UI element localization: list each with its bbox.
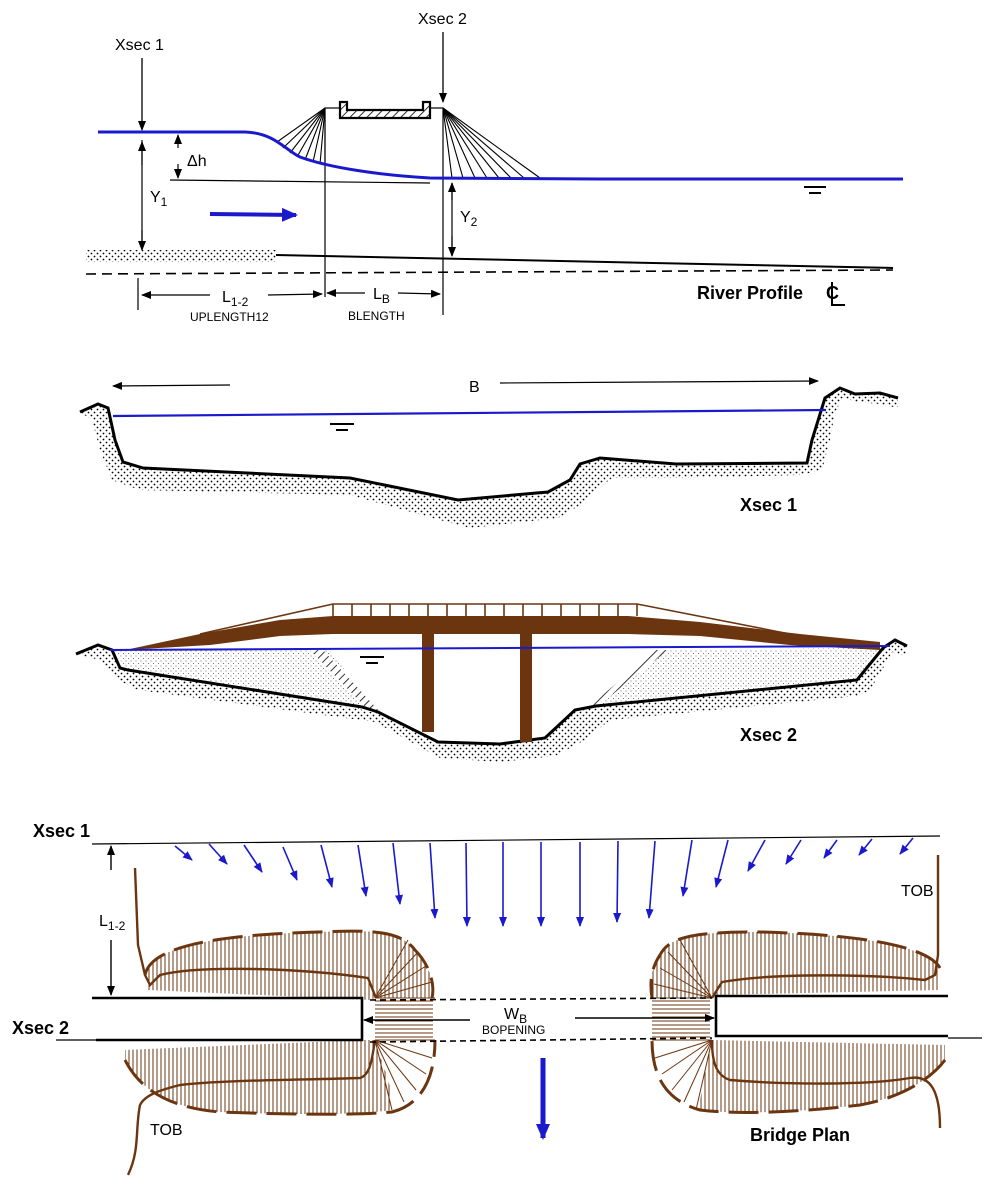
b-arrow-right — [499, 377, 819, 386]
bridge-deck — [125, 616, 880, 650]
plan-xsec1-line — [91, 835, 941, 845]
b-arrow-left — [112, 381, 231, 390]
bridge-opening-top — [369, 997, 713, 1001]
lb-label: LB — [373, 286, 390, 306]
right-pier — [520, 632, 532, 742]
xsec1-water-line — [112, 408, 827, 418]
left-pier — [422, 632, 434, 732]
y1-label: Y1 — [150, 189, 168, 209]
flow-direction-arrow — [209, 207, 298, 222]
water-surface-profile — [98, 130, 903, 181]
xsec2-title: Xsec 2 — [740, 725, 797, 745]
plan-xsec1-label: Xsec 1 — [33, 821, 90, 841]
l12-label: L1-2 — [222, 289, 249, 309]
wb-label: WB — [504, 1006, 527, 1026]
xsec1-soil — [80, 388, 898, 528]
channel-bed-line — [275, 254, 894, 269]
bopening-label: BOPENING — [482, 1023, 545, 1037]
tob-left-label: TOB — [150, 1122, 183, 1139]
left-abutment-slope — [310, 650, 380, 712]
dh-label: Δh — [187, 153, 207, 170]
bridge-plan-title: Bridge Plan — [750, 1125, 850, 1145]
xsec1-title: Xsec 1 — [740, 495, 797, 515]
flow-vectors — [174, 837, 914, 927]
uplength-label: UPLENGTH12 — [190, 310, 269, 324]
xsec1-water-symbol — [330, 423, 354, 431]
bridge-plan-panel: Xsec 1 L1-2 — [12, 821, 982, 1176]
datum-dashed-line — [85, 269, 894, 275]
river-profile-title: River Profile — [697, 283, 803, 303]
xsec1-panel: B Xsec 1 — [79, 377, 899, 528]
left-downstream-embankment — [125, 1040, 393, 1115]
bridge-deck-profile — [325, 100, 443, 120]
right-upstream-toe — [649, 930, 942, 999]
profile-xsec2-label: Xsec 2 — [418, 11, 467, 28]
b-label: B — [469, 379, 480, 396]
xsec2-right-abutment-fill — [596, 648, 883, 706]
xsec2-soil — [76, 640, 907, 762]
lb-arrow-right — [397, 289, 441, 298]
blength-label: BLENGTH — [348, 309, 405, 323]
right-downstream-toe — [650, 1039, 947, 1114]
dh-reference-line — [169, 179, 431, 184]
left-downstream-toe — [123, 1039, 437, 1116]
l12-arrow-right — [267, 290, 323, 299]
right-tob-downstream — [710, 1039, 942, 1129]
plan-l12-label: L1-2 — [99, 913, 126, 933]
left-approach-road — [92, 996, 364, 1042]
water-surface-symbol — [804, 186, 826, 194]
bridge-railing — [199, 603, 791, 635]
left-upstream-toe — [143, 929, 435, 999]
xsec1-ground-line — [79, 386, 899, 502]
river-profile-panel: Xsec 1 Xsec 2 — [85, 11, 903, 324]
xsec2-water-line — [109, 645, 891, 651]
xsec2-panel: Xsec 2 — [75, 603, 908, 762]
right-abutment-slope — [590, 650, 668, 706]
left-tob-upstream — [133, 867, 378, 999]
tob-right-label: TOB — [901, 883, 934, 900]
left-upstream-embankment — [145, 931, 433, 1000]
y2-label: Y2 — [460, 209, 478, 229]
bridge-structure — [125, 616, 880, 742]
xsec2-water-symbol — [360, 656, 384, 664]
bridge-opening-bottom — [369, 1037, 713, 1043]
right-approach-road — [714, 994, 948, 1038]
xsec2-left-abutment-fill — [112, 650, 375, 712]
profile-xsec1-label: Xsec 1 — [115, 37, 164, 54]
centerline-symbol: C — [826, 282, 845, 306]
downstream-embankment-lines — [442, 107, 541, 179]
right-tob-upstream — [710, 855, 940, 999]
xsec2-ground-line — [75, 638, 908, 746]
right-abutment-face — [652, 1000, 710, 1040]
plan-xsec2-label: Xsec 2 — [12, 1018, 69, 1038]
bed-stipple — [86, 250, 276, 262]
right-downstream-embankment — [700, 1040, 945, 1113]
left-tob-downstream — [126, 1039, 377, 1176]
